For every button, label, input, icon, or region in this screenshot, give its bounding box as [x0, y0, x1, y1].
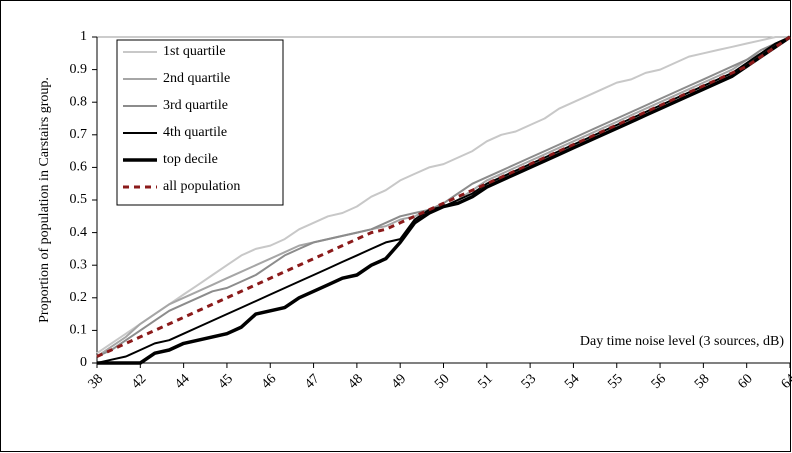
legend-label: 3rd quartile — [163, 98, 228, 113]
series-line — [97, 35, 791, 365]
y-tick-label: 0.8 — [70, 94, 88, 109]
legend-label: all population — [163, 179, 240, 194]
y-axis-title: Proportion of population in Carstairs gr… — [37, 77, 52, 323]
y-tick-label: 0.3 — [70, 257, 88, 272]
series-line — [96, 36, 790, 355]
legend — [116, 39, 284, 206]
y-tick-label: 0.9 — [70, 62, 88, 77]
y-tick-label: 0.5 — [70, 192, 88, 207]
y-tick-label: 0.1 — [70, 323, 88, 338]
y-tick-label: 0.7 — [70, 127, 88, 142]
y-tick-label: 0.2 — [70, 290, 88, 305]
series-line — [96, 35, 791, 358]
annotation: Day time noise level (3 sources, dB) — [580, 334, 784, 349]
y-tick-label: 0.6 — [70, 160, 88, 175]
y-tick-label: 0.4 — [70, 225, 88, 240]
y-tick-label: 1 — [80, 29, 87, 44]
legend-label: top decile — [163, 152, 218, 167]
legend-label: 1st quartile — [163, 44, 226, 59]
legend-label: 2nd quartile — [163, 71, 230, 86]
y-tick-label: 0 — [80, 355, 87, 370]
legend-label: 4th quartile — [163, 125, 227, 140]
